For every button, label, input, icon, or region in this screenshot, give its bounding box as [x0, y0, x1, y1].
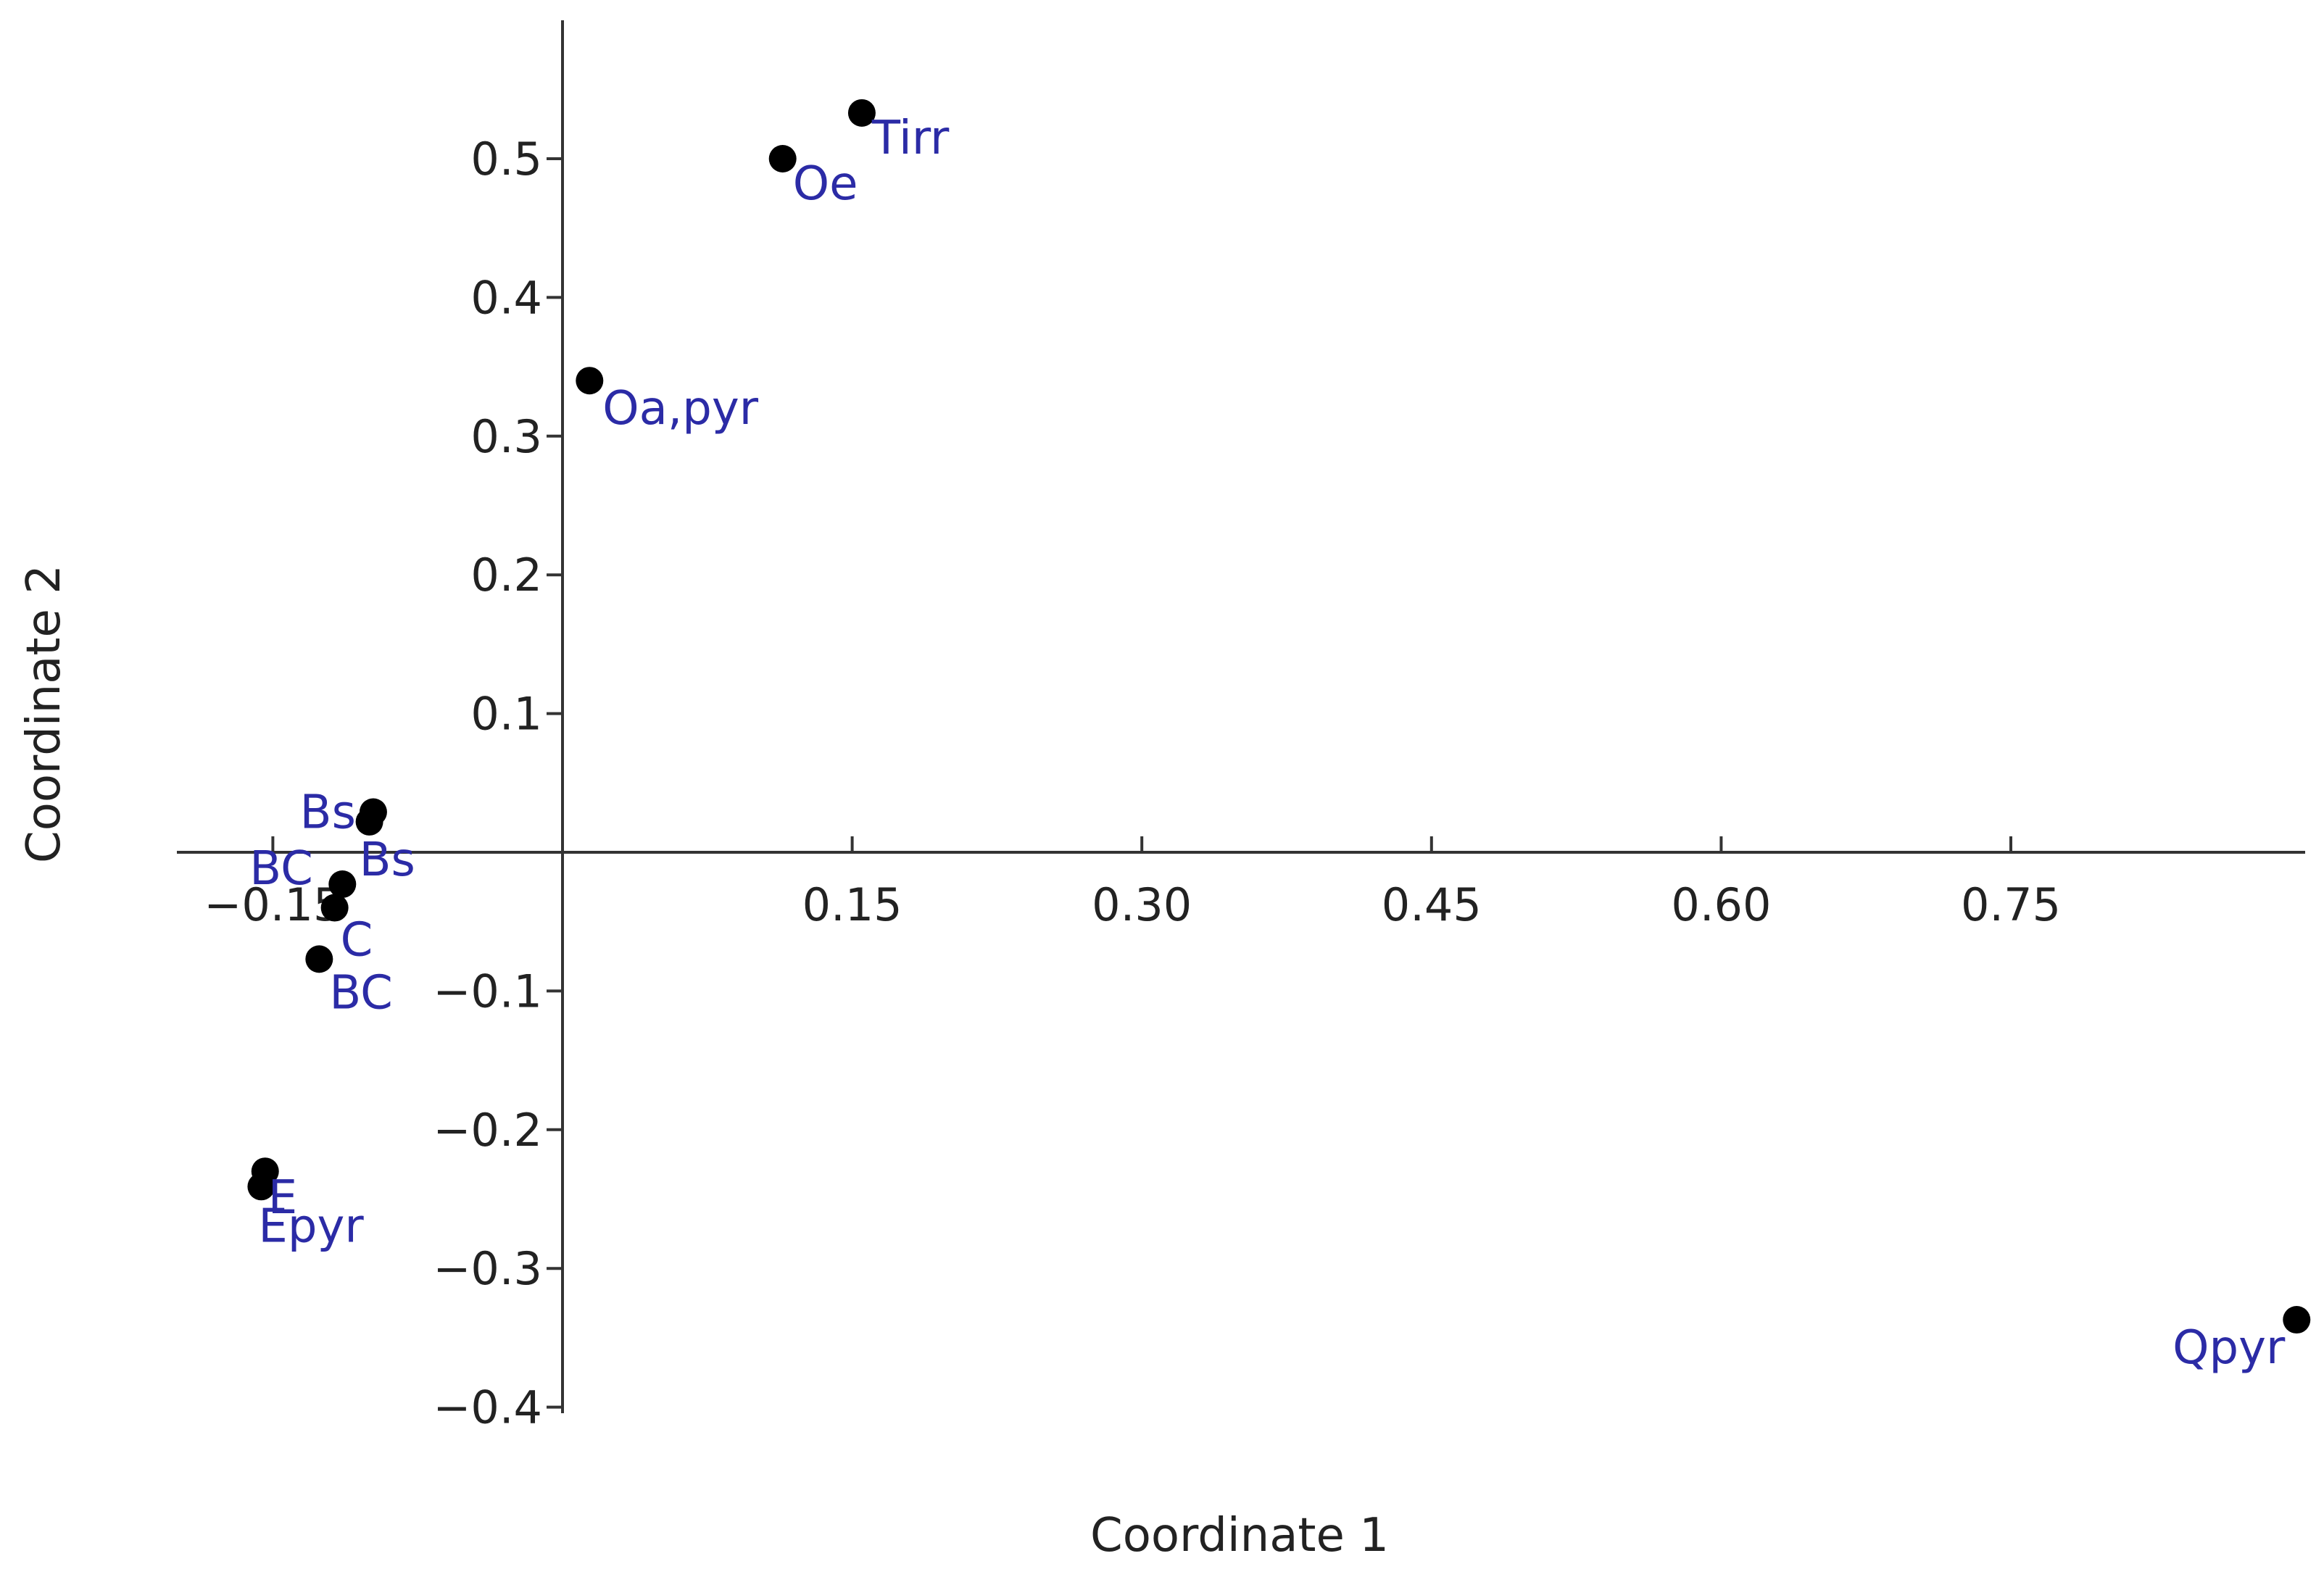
axes	[177, 20, 2305, 1413]
data-point	[305, 945, 333, 973]
y-tick-label: 0.3	[470, 410, 542, 463]
point-label: Epyr	[258, 1199, 364, 1253]
x-tick-label: 0.45	[1382, 878, 1482, 931]
tick-marks	[271, 157, 2012, 1409]
point-label: Oa,pyr	[602, 382, 758, 436]
x-tick-label: 0.60	[1671, 878, 1771, 931]
point-label: Qpyr	[2172, 1321, 2286, 1375]
data-point	[247, 1173, 275, 1201]
x-tick-label: 0.15	[802, 878, 902, 931]
x-tick-label: 0.30	[1092, 878, 1192, 931]
data-points	[247, 99, 2311, 1334]
data-point	[2283, 1306, 2311, 1334]
point-label: E	[268, 1171, 297, 1225]
data-point	[355, 807, 383, 836]
y-tick-label: −0.1	[433, 965, 542, 1018]
point-label: C	[341, 914, 373, 968]
data-point	[847, 99, 876, 127]
point-label: Tirr	[871, 112, 950, 165]
x-tick-label: 0.75	[1961, 878, 2061, 931]
x-axis-title: Coordinate 1	[1090, 1509, 1389, 1563]
y-tick-label: 0.5	[470, 133, 542, 186]
x-tick-label: −0.15	[204, 878, 341, 931]
tick-labels: −0.15 0.15 0.30 0.45 0.60 0.75 −0.4 −0.3 −0.2 −0.…	[204, 133, 2061, 1434]
data-point	[320, 894, 349, 922]
y-tick-label: 0.1	[470, 688, 542, 741]
point-label: Bs	[360, 833, 415, 887]
y-tick-label: 0.2	[470, 549, 542, 602]
data-point	[768, 145, 797, 172]
point-label: Oe	[793, 157, 858, 211]
y-tick-label: −0.2	[433, 1104, 542, 1157]
point-label: BC	[329, 966, 392, 1020]
y-tick-label: −0.3	[433, 1242, 542, 1295]
point-label: BC	[249, 842, 312, 896]
data-point	[576, 367, 604, 395]
y-axis-title: Coordinate 2	[17, 565, 71, 863]
y-tick-label: 0.4	[470, 271, 542, 324]
y-tick-label: −0.4	[433, 1381, 542, 1434]
data-point	[328, 870, 357, 899]
point-label: Bs	[300, 786, 356, 839]
